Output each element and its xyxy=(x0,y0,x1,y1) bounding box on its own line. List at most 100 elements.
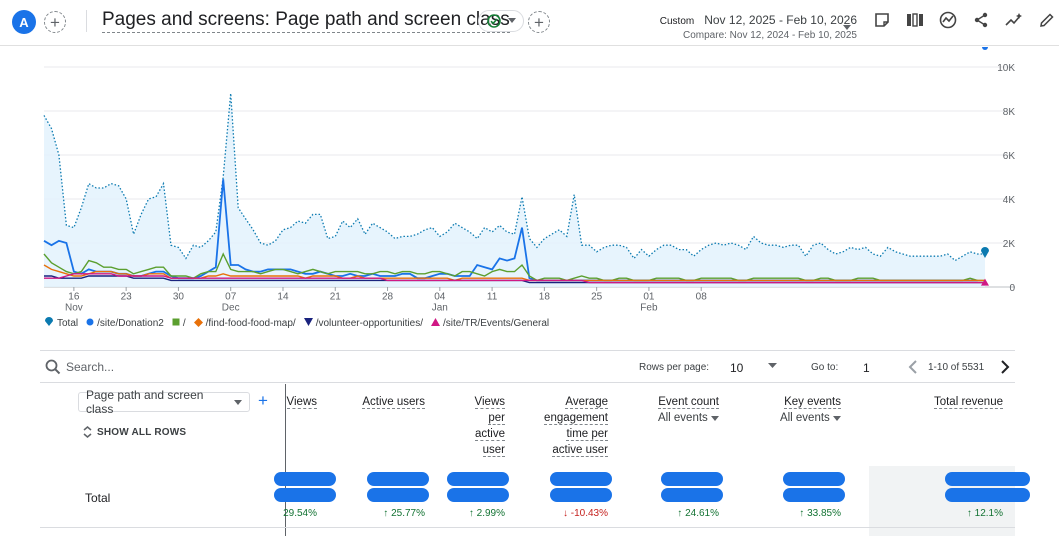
caret-down-icon xyxy=(708,412,719,424)
page-range: 1-10 of 5531 xyxy=(928,362,985,373)
legend-item[interactable]: /site/TR/Events/General xyxy=(430,318,549,329)
show-all-rows-button[interactable]: SHOW ALL ROWS xyxy=(83,426,186,438)
avatar[interactable]: A xyxy=(12,10,36,34)
report-status-button[interactable] xyxy=(478,10,524,32)
rows-per-page-select[interactable]: 10 xyxy=(730,361,744,375)
percent-change: ↑ 24.61% xyxy=(677,508,719,519)
event-filter-label: All events xyxy=(779,412,830,424)
x-tick-label: 11 xyxy=(487,291,498,302)
column-header[interactable]: Event count All events xyxy=(629,394,719,426)
goto-input[interactable]: 1 xyxy=(863,361,870,375)
column-header[interactable]: Key events All events xyxy=(751,394,841,426)
column-header-label: user xyxy=(482,444,505,457)
redacted-value xyxy=(367,472,429,486)
add-filter-button[interactable]: + xyxy=(528,11,550,33)
x-tick-month-label: Feb xyxy=(640,302,658,313)
column-header-label: Total revenue xyxy=(933,396,1003,409)
add-dimension-button[interactable]: + xyxy=(258,391,268,410)
redacted-value xyxy=(447,488,509,502)
redacted-value xyxy=(550,488,612,502)
search-input[interactable] xyxy=(66,358,366,376)
page-title[interactable]: Pages and screens: Page path and screen … xyxy=(102,9,510,33)
x-tick-label: 30 xyxy=(173,291,185,302)
column-header-label: Active users xyxy=(362,396,425,409)
edit-pencil-icon[interactable] xyxy=(1037,10,1057,30)
column-header-label: engagement xyxy=(544,412,608,425)
goto-label: Go to: xyxy=(811,362,839,373)
legend-item[interactable]: /volunteer-opportunities/ xyxy=(303,318,423,329)
teardrop-icon xyxy=(44,317,54,330)
total-row-label: Total xyxy=(85,491,111,505)
triangle-down-icon xyxy=(303,318,313,329)
event-filter-select[interactable]: All events xyxy=(751,410,841,426)
share-icon[interactable] xyxy=(971,10,991,30)
dimension-select-label: Page path and screen class xyxy=(86,388,204,416)
column-header-label: Average xyxy=(565,396,608,409)
x-tick-label: 08 xyxy=(696,291,708,302)
diamond-icon xyxy=(193,317,203,330)
compare-icon[interactable] xyxy=(905,10,925,30)
trend-sparkle-icon[interactable] xyxy=(1004,10,1024,30)
y-tick-label: 8K xyxy=(1003,107,1016,118)
y-tick-label: 4K xyxy=(1003,195,1016,206)
date-range-picker[interactable]: Custom Nov 12, 2025 - Feb 10, 2026 Compar… xyxy=(660,13,857,41)
x-tick-label: 14 xyxy=(277,291,289,302)
divider xyxy=(86,10,87,32)
x-tick-label: 25 xyxy=(591,291,603,302)
series-end-marker[interactable] xyxy=(982,44,988,50)
column-header-label: time per xyxy=(566,428,608,441)
check-circle-icon xyxy=(486,14,501,28)
x-tick-label: 23 xyxy=(121,291,133,302)
y-tick-label: 10K xyxy=(997,63,1015,74)
x-tick-label: 28 xyxy=(382,291,394,302)
column-header[interactable]: Average engagement time per active user xyxy=(528,394,608,458)
series-end-marker[interactable] xyxy=(981,247,989,258)
line-chart: 10K 8K 6K 4K 2K 0 16 Nov 23 30 07 Dec 14 21 28 04 Jan 11 1… xyxy=(0,44,1059,347)
chevron-left-icon[interactable] xyxy=(906,359,920,375)
chevron-right-icon[interactable] xyxy=(998,359,1012,375)
column-header[interactable]: Total revenue xyxy=(913,394,1003,410)
insights-icon[interactable] xyxy=(938,10,958,30)
triangle-up-icon xyxy=(430,318,440,329)
legend-item[interactable]: /find-food-food-map/ xyxy=(193,317,296,330)
column-header-label: Key events xyxy=(784,396,841,409)
search-icon xyxy=(45,359,61,375)
top-bar: A + Pages and screens: Page path and scr… xyxy=(0,0,1059,46)
legend-label: /volunteer-opportunities/ xyxy=(315,318,423,329)
redacted-value xyxy=(274,472,336,486)
column-header[interactable]: Views per active user xyxy=(455,394,505,458)
redacted-value xyxy=(274,488,336,502)
legend-item[interactable]: / xyxy=(172,318,186,329)
column-header[interactable]: Active users xyxy=(335,394,425,410)
series-line xyxy=(43,252,985,282)
column-header-label: Views xyxy=(286,396,317,409)
dimension-select[interactable]: Page path and screen class xyxy=(78,388,250,416)
legend-item[interactable]: Total xyxy=(44,317,78,330)
event-filter-select[interactable]: All events xyxy=(629,410,719,426)
sticky-note-icon[interactable] xyxy=(872,10,892,30)
series-line xyxy=(44,273,985,284)
redacted-value xyxy=(550,472,612,486)
add-comparison-button[interactable]: + xyxy=(44,11,66,33)
caret-down-icon[interactable] xyxy=(768,363,777,369)
caret-down-icon xyxy=(234,399,242,405)
percent-change: ↑ 25.77% xyxy=(383,508,425,519)
column-header[interactable]: Views xyxy=(257,394,317,410)
x-tick-month-label: Jan xyxy=(432,302,448,313)
series-end-marker[interactable] xyxy=(981,278,989,286)
redacted-value xyxy=(447,472,509,486)
percent-change: ↑ 33.85% xyxy=(799,508,841,519)
caret-down-icon xyxy=(507,18,516,23)
data-table: Page path and screen class + SHOW ALL RO… xyxy=(40,384,1030,536)
date-range: Nov 12, 2025 - Feb 10, 2026 xyxy=(704,13,857,27)
redacted-value xyxy=(661,472,723,486)
legend-item[interactable]: /site/Donation2 xyxy=(86,318,164,329)
y-tick-label: 0 xyxy=(1009,283,1015,294)
column-header-label: active xyxy=(474,428,505,441)
unfold-icon xyxy=(83,426,92,438)
x-tick-label: 16 xyxy=(68,291,80,302)
plus-icon: + xyxy=(50,12,60,32)
caret-down-icon[interactable] xyxy=(842,22,852,32)
rows-per-page-label: Rows per page: xyxy=(639,362,710,373)
